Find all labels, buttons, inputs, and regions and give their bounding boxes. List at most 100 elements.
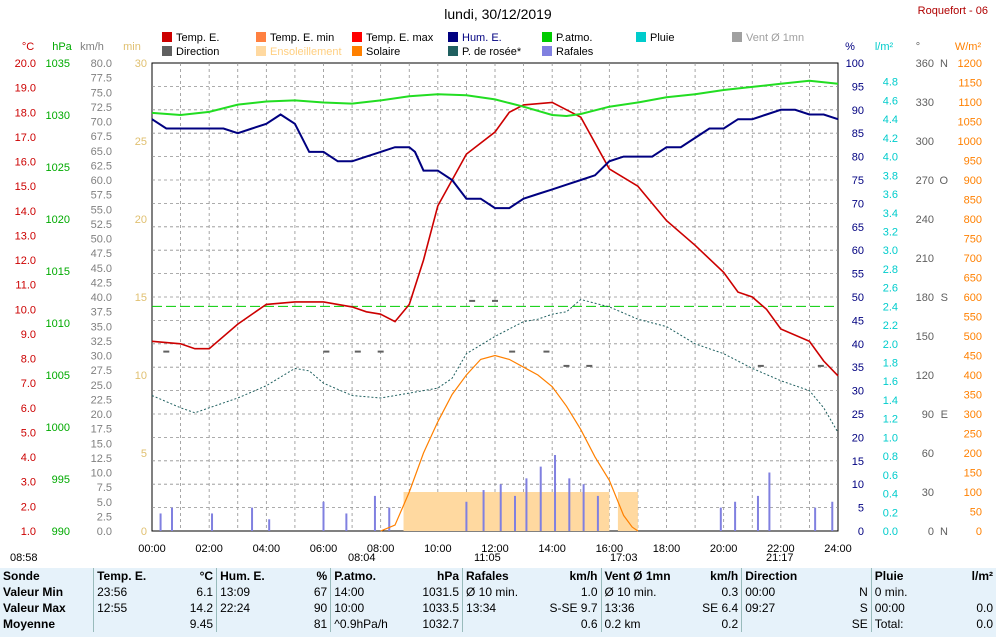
rain-axis-tick: 2.6 (883, 283, 898, 295)
moonset-label: 08:58 (10, 552, 38, 564)
summary-cell: 0.0 (945, 600, 996, 616)
summary-header-cell: Rafales (463, 568, 539, 584)
solar-axis-tick: 200 (964, 448, 982, 460)
rain-axis-tick: 4.2 (883, 133, 898, 145)
temp-axis-tick: 20.0 (15, 58, 36, 70)
summary-cell: N (838, 584, 872, 600)
wind-axis-tick: 50.0 (91, 234, 112, 246)
wind-axis-tick: 25.0 (91, 380, 112, 392)
summary-cell: 00:00 (871, 600, 945, 616)
sunshine-bar (404, 492, 610, 531)
wind-axis-tick: 7.5 (97, 482, 112, 494)
summary-cell: 0.2 km (601, 616, 686, 632)
wind-axis-tick: 62.5 (91, 160, 112, 172)
summary-cell (742, 616, 838, 632)
humidity-axis-tick: 85 (852, 128, 864, 140)
sun-axis-tick: 30 (135, 58, 147, 70)
summary-cell: 23:56 (94, 584, 168, 600)
rain-axis-tick: 4.4 (883, 114, 898, 126)
wind-axis-tick: 72.5 (91, 102, 112, 114)
wind-axis-tick: 77.5 (91, 73, 112, 85)
solar-axis-tick: 1050 (958, 117, 982, 129)
humidity-axis-tick: 20 (852, 432, 864, 444)
summary-cell: 9.45 (167, 616, 216, 632)
wind-axis-tick: 42.5 (91, 277, 112, 289)
rain-axis-tick: 4.0 (883, 152, 898, 164)
sunrise-label: 08:04 (348, 552, 376, 564)
temp-axis-tick: 14.0 (15, 206, 36, 218)
x-tick-label: 06:00 (310, 543, 338, 555)
wind-axis-tick: 47.5 (91, 248, 112, 260)
direction-axis-tick: 60 (922, 448, 934, 460)
direction-axis-tick: 300 (916, 136, 934, 148)
wind-axis-tick: 30.0 (91, 351, 112, 363)
rain-axis-tick: 3.8 (883, 170, 898, 182)
humidity-axis-tick: 30 (852, 386, 864, 398)
direction-axis-tick: 210 (916, 253, 934, 265)
humidity-axis-tick: 75 (852, 175, 864, 187)
wind-axis-tick: 65.0 (91, 146, 112, 158)
axis-unit-label: hPa (52, 41, 72, 53)
summary-cell: ^0.9hPa/h (331, 616, 411, 632)
x-tick-label: 04:00 (253, 543, 281, 555)
rain-axis-tick: 3.0 (883, 245, 898, 257)
direction-axis-tick: O (939, 175, 948, 187)
summary-cell: 1031.5 (411, 584, 463, 600)
temp-axis-tick: 15.0 (15, 181, 36, 193)
summary-cell: 0.0 (945, 616, 996, 632)
solar-axis-tick: 850 (964, 195, 982, 207)
humidity-axis-tick: 25 (852, 409, 864, 421)
rain-axis-tick: 3.2 (883, 226, 898, 238)
wind-axis-tick: 45.0 (91, 263, 112, 275)
humidity-axis-tick: 35 (852, 362, 864, 374)
rain-axis-tick: 4.8 (883, 77, 898, 89)
solar-axis-tick: 750 (964, 234, 982, 246)
temp-axis-tick: 4.0 (21, 452, 36, 464)
axis-unit-label: % (845, 41, 855, 53)
solar-axis-tick: 400 (964, 370, 982, 382)
x-tick-label: 20:00 (710, 543, 738, 555)
pressure-axis-tick: 1035 (46, 58, 70, 70)
pressure-axis-tick: 1015 (46, 266, 70, 278)
wind-axis-tick: 17.5 (91, 424, 112, 436)
direction-axis-tick: 180 (916, 292, 934, 304)
summary-row: Valeur Min 23:56 6.1 13:09 67 14:00 1031… (0, 584, 996, 600)
summary-cell: S (838, 600, 872, 616)
axis-unit-label: W/m² (955, 41, 982, 53)
summary-cell (217, 616, 291, 632)
rain-axis-tick: 0.8 (883, 451, 898, 463)
summary-cell: Moyenne (0, 616, 94, 632)
summary-cell: 14.2 (167, 600, 216, 616)
rain-axis-tick: 1.8 (883, 358, 898, 370)
pressure-axis-tick: 990 (52, 526, 70, 538)
solar-axis-tick: 0 (976, 526, 982, 538)
sun-axis-tick: 0 (141, 526, 147, 538)
humidity-axis-tick: 95 (852, 81, 864, 93)
temp-axis-tick: 11.0 (15, 280, 36, 292)
solar-axis-tick: 500 (964, 331, 982, 343)
solar-axis-tick: 1100 (958, 97, 982, 109)
humidity-axis-tick: 0 (858, 526, 864, 538)
x-tick-label: 10:00 (424, 543, 452, 555)
sun-axis-tick: 10 (135, 370, 147, 382)
summary-header-cell: % (290, 568, 330, 584)
humidity-axis-tick: 50 (852, 292, 864, 304)
summary-cell: 67 (290, 584, 330, 600)
solar-axis-tick: 700 (964, 253, 982, 265)
temp-axis-tick: 19.0 (15, 83, 36, 95)
summary-cell: 90 (290, 600, 330, 616)
pressure-axis-tick: 1020 (46, 214, 70, 226)
summary-header-cell: Temp. E. (94, 568, 168, 584)
pressure-axis-tick: 1010 (46, 318, 70, 330)
solar-axis-tick: 900 (964, 175, 982, 187)
solar-axis-tick: 1200 (958, 58, 982, 70)
summary-cell: 0 min. (871, 584, 945, 600)
wind-axis-tick: 5.0 (97, 497, 112, 509)
solar-axis-tick: 100 (964, 487, 982, 499)
solar-axis-tick: 50 (970, 507, 982, 519)
weather-chart: 00:00 02:00 04:00 06:00 08:00 10:00 12:00 14:00… (0, 0, 996, 568)
wind-axis-tick: 0.0 (97, 526, 112, 538)
summary-cell: Valeur Max (0, 600, 94, 616)
temp-axis-tick: 12.0 (15, 255, 36, 267)
temp-axis-tick: 3.0 (21, 477, 36, 489)
